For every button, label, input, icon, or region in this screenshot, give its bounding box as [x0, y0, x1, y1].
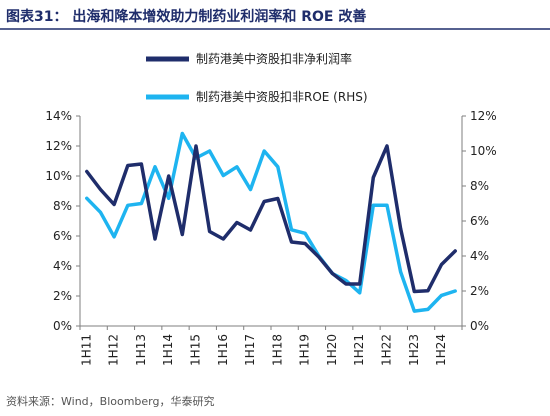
- source-note: 资料来源：Wind，Bloomberg，华泰研究: [6, 394, 214, 408]
- legend-label-net-margin: 制药港美中资股扣非净利润率: [196, 51, 352, 66]
- left-y-ticks: 0% 2% 4% 6% 8% 10% 12% 14%: [45, 109, 80, 333]
- x-tick-label: 1H12: [107, 334, 121, 366]
- series-line-net-margin: [85, 144, 457, 294]
- left-y-tick-label: 2%: [53, 289, 72, 303]
- x-tick-label: 1H18: [270, 334, 284, 366]
- left-y-tick-label: 8%: [53, 199, 72, 213]
- left-y-tick-label: 10%: [45, 169, 72, 183]
- left-y-tick-label: 14%: [45, 109, 72, 123]
- x-tick-label: 1H21: [352, 334, 366, 366]
- right-y-tick-label: 10%: [470, 144, 497, 158]
- series-line-roe: [85, 131, 457, 313]
- x-tick-label: 1H11: [79, 334, 93, 366]
- x-tick-label: 1H16: [216, 334, 230, 366]
- legend-label-roe: 制药港美中资股扣非ROE (RHS): [196, 89, 368, 104]
- x-tick-label: 1H20: [325, 334, 339, 366]
- x-tick-label: 1H24: [434, 334, 448, 366]
- legend: 制药港美中资股扣非净利润率 制药港美中资股扣非ROE (RHS): [146, 51, 368, 104]
- right-y-tick-label: 4%: [470, 249, 489, 263]
- series-layer: [85, 131, 457, 313]
- x-tick-label: 1H17: [243, 334, 257, 366]
- x-tick-label: 1H14: [161, 334, 175, 366]
- x-tick-label: 1H19: [298, 334, 312, 366]
- x-tick-label: 1H22: [379, 334, 393, 366]
- chart-title: 图表31： 出海和降本增效助力制药业利润率和 ROE 改善: [6, 8, 366, 25]
- right-y-tick-label: 8%: [470, 179, 489, 193]
- right-y-ticks: 0% 2% 4% 6% 8% 10% 12%: [462, 109, 497, 333]
- left-y-tick-label: 6%: [53, 229, 72, 243]
- x-tick-label: 1H15: [188, 334, 202, 366]
- left-y-tick-label: 12%: [45, 139, 72, 153]
- x-tick-label: 1H13: [134, 334, 148, 366]
- left-y-tick-label: 0%: [53, 319, 72, 333]
- right-y-tick-label: 2%: [470, 284, 489, 298]
- axes: [79, 116, 463, 327]
- right-y-tick-label: 6%: [470, 214, 489, 228]
- x-ticks: 1H11 1H12 1H13 1H14 1H15 1H16 1H17 1H18 1H19 1H20…: [79, 326, 463, 366]
- right-y-tick-label: 0%: [470, 319, 489, 333]
- left-y-tick-label: 4%: [53, 259, 72, 273]
- x-tick-label: 1H23: [407, 334, 421, 366]
- right-y-tick-label: 12%: [470, 109, 497, 123]
